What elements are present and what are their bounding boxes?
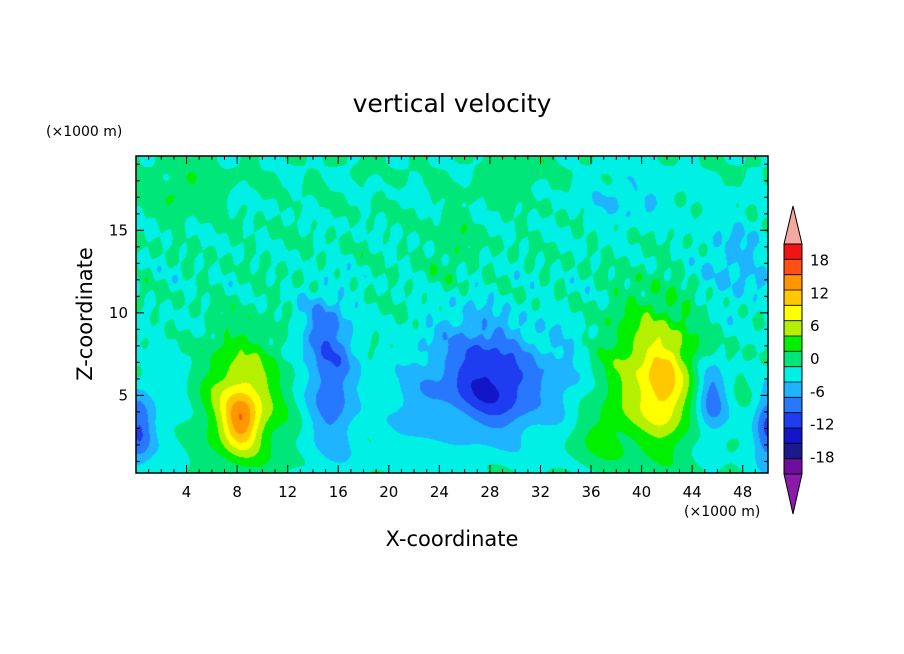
colorbar-bin	[784, 259, 802, 276]
colorbar-label: 6	[810, 317, 820, 335]
colorbar-label: 12	[810, 284, 829, 302]
colorbar-bin	[784, 412, 802, 429]
x-ticks: 4 8 12 16 20 24 28 32 36 40 44 48	[148, 156, 756, 501]
colorbar-over-arrow	[783, 205, 803, 245]
colorbar-bin	[784, 305, 802, 322]
colorbar-bin	[784, 443, 802, 460]
y-tick-label: 10	[109, 304, 128, 322]
y-tick-label: 15	[109, 221, 128, 239]
colorbar-bin	[784, 428, 802, 444]
colorbar-bin	[784, 366, 802, 383]
x-tick-label: 8	[232, 483, 242, 501]
x-tick-label: 28	[480, 483, 499, 501]
colorbar-label: 0	[810, 350, 820, 368]
colorbar-under-arrow	[783, 473, 803, 515]
x-tick-label: 32	[531, 483, 550, 501]
colorbar-bin	[784, 351, 802, 368]
y-tick-label: 5	[118, 386, 128, 404]
colorbar-label: -12	[810, 416, 835, 434]
colorbar-frame	[783, 243, 803, 475]
x-tick-label: 40	[632, 483, 651, 501]
x-tick-label: 16	[329, 483, 348, 501]
x-tick-label: 48	[733, 483, 752, 501]
x-tick-label: 44	[683, 483, 702, 501]
x-axis-label: X-coordinate	[386, 527, 519, 551]
x-tick-label: 4	[182, 483, 192, 501]
colorbar-bin	[784, 458, 802, 475]
x-tick-label: 20	[379, 483, 398, 501]
vertical-velocity-field	[136, 156, 768, 473]
colorbar-bin	[784, 290, 802, 306]
colorbar-bin	[784, 336, 802, 352]
x-tick-label: 12	[278, 483, 297, 501]
colorbar: 18 12 6 0 -6 -12 -18	[783, 205, 835, 515]
colorbar-label: 18	[810, 251, 829, 269]
x-tick-label: 24	[430, 483, 449, 501]
y-axis-label: Z-coordinate	[73, 247, 97, 381]
colorbar-bin	[784, 274, 802, 291]
y-ticks: 5 10 15	[109, 163, 768, 462]
colorbar-label: -18	[810, 449, 835, 467]
colorbar-bin	[784, 244, 802, 260]
chart-title: vertical velocity	[353, 89, 552, 118]
x-tick-label: 36	[581, 483, 600, 501]
colorbar-bin	[784, 397, 802, 414]
colorbar-bin	[784, 320, 802, 337]
y-unit-label: (×1000 m)	[46, 124, 122, 140]
x-unit-label: (×1000 m)	[684, 504, 760, 520]
colorbar-label: -6	[810, 383, 825, 401]
colorbar-bin	[784, 382, 802, 398]
